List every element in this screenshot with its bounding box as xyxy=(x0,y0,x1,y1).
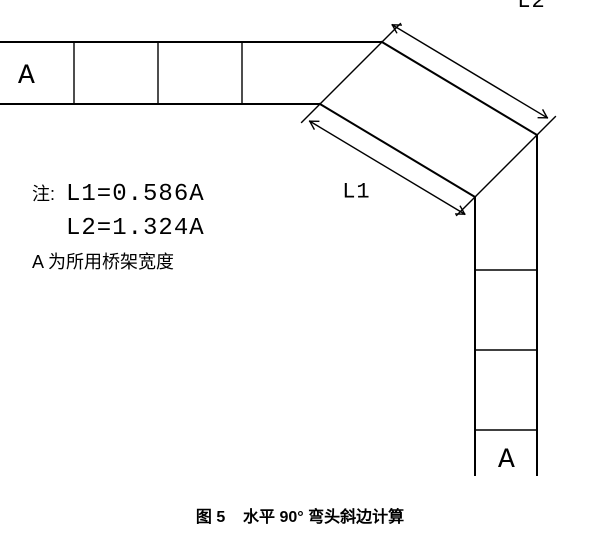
figure-caption: 图 5 水平 90° 弯头斜边计算 xyxy=(0,503,600,527)
figure-number: 图 5 xyxy=(196,509,225,526)
svg-text:L2: L2 xyxy=(517,0,545,14)
figure-title: 水平 90° 弯头斜边计算 xyxy=(243,509,404,526)
svg-text:A 为所用桥架宽度: A 为所用桥架宽度 xyxy=(32,252,174,272)
svg-text:A: A xyxy=(18,61,36,92)
svg-text:L1=0.586A: L1=0.586A xyxy=(66,181,205,208)
svg-text:L1: L1 xyxy=(342,180,370,205)
svg-text:A: A xyxy=(498,445,516,476)
bend-diagram: L1 L2 A A 注: L1=0.586A L2=1.324A A 为所用桥架宽度 xyxy=(0,0,600,541)
diagram-container: L1 L2 A A 注: L1=0.586A L2=1.324A A 为所用桥架宽度 图 5 … xyxy=(0,0,600,541)
svg-text:注:: 注: xyxy=(32,184,55,204)
svg-text:L2=1.324A: L2=1.324A xyxy=(66,215,205,242)
